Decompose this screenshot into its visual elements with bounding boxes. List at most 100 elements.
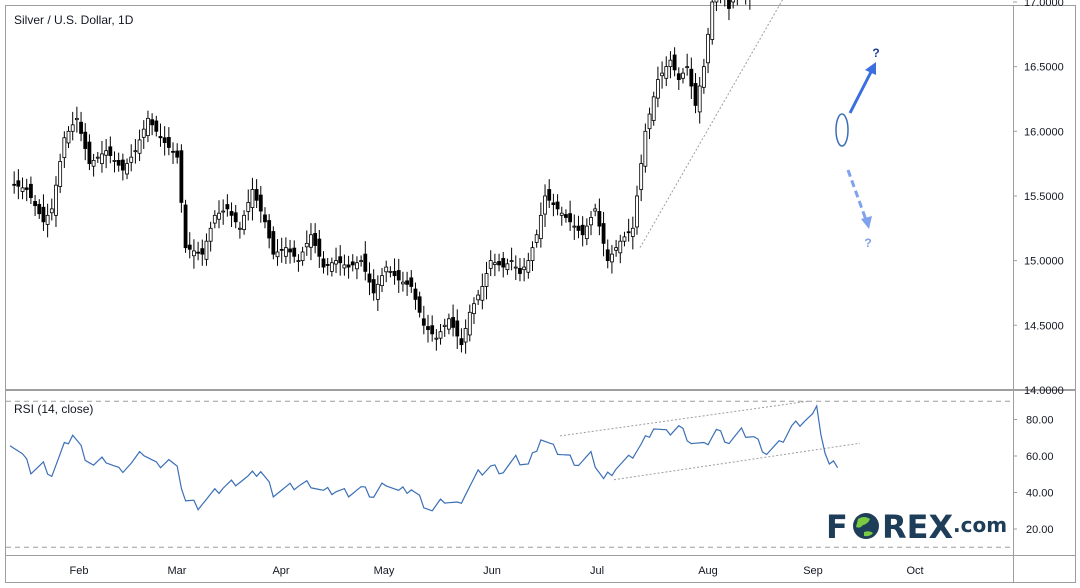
candle-body bbox=[593, 208, 598, 212]
rsi-tick-label: 40.00 bbox=[1026, 488, 1054, 500]
candle-body bbox=[647, 113, 652, 130]
candle-body bbox=[430, 325, 435, 335]
candle-body bbox=[28, 183, 33, 198]
candle-body bbox=[701, 66, 706, 88]
rsi-layer bbox=[6, 400, 1013, 548]
candle-body bbox=[254, 189, 259, 201]
candle-body bbox=[463, 328, 468, 343]
candle-body bbox=[183, 204, 188, 249]
up-arrow-head bbox=[865, 62, 876, 75]
candle-body bbox=[74, 117, 79, 121]
candle-body bbox=[70, 124, 75, 132]
candle-body bbox=[208, 227, 213, 242]
candle-body bbox=[651, 96, 656, 121]
candle-body bbox=[221, 210, 226, 213]
candle-body bbox=[639, 163, 644, 190]
candle-body bbox=[375, 283, 380, 300]
candle-body bbox=[16, 180, 21, 187]
candle-body bbox=[54, 184, 58, 216]
candle-body bbox=[288, 248, 292, 253]
candle-body bbox=[62, 137, 67, 158]
candle-body bbox=[635, 195, 639, 228]
candle-body bbox=[380, 275, 384, 286]
candle-body bbox=[559, 212, 564, 216]
candle-body bbox=[509, 260, 514, 263]
candle-body bbox=[37, 203, 42, 215]
candle-body bbox=[363, 253, 368, 272]
candle-body bbox=[689, 68, 694, 87]
candle-body bbox=[601, 223, 606, 244]
candle-body bbox=[455, 320, 460, 337]
chart-title: Silver / U.S. Dollar, 1D bbox=[14, 13, 134, 27]
candle-body bbox=[246, 202, 251, 212]
candle-body bbox=[409, 277, 414, 287]
candle-body bbox=[501, 258, 506, 268]
candle-body bbox=[618, 240, 623, 254]
logo-suffix: REX bbox=[882, 508, 954, 546]
candle-body bbox=[346, 264, 351, 268]
candle-body bbox=[417, 296, 422, 313]
candle-body bbox=[158, 136, 163, 139]
candle-body bbox=[551, 202, 556, 205]
candle-body bbox=[610, 253, 614, 263]
candle-body bbox=[133, 150, 138, 153]
month-tick-label: Jun bbox=[483, 565, 501, 577]
candle-body bbox=[150, 119, 155, 126]
candle-body bbox=[513, 266, 518, 269]
candle-body bbox=[492, 262, 497, 265]
candle-body bbox=[237, 227, 242, 230]
rsi-tick-label: 60.00 bbox=[1026, 451, 1054, 463]
candle-body bbox=[584, 225, 589, 240]
month-tick-label: Aug bbox=[698, 565, 718, 577]
candle-body bbox=[576, 225, 581, 231]
candle-body bbox=[697, 85, 702, 113]
candle-body bbox=[12, 183, 17, 186]
candle-body bbox=[20, 187, 25, 192]
candle-body bbox=[171, 150, 175, 153]
candle-body bbox=[518, 267, 522, 274]
month-tick-label: May bbox=[374, 565, 395, 577]
candle-body bbox=[484, 273, 489, 287]
candle-body bbox=[192, 250, 196, 257]
candle-body bbox=[543, 195, 547, 215]
candle-body bbox=[392, 270, 397, 277]
price-axis-frame bbox=[1013, 5, 1076, 390]
candle-body bbox=[580, 224, 585, 236]
candle-body bbox=[401, 281, 405, 285]
candle-body bbox=[204, 240, 209, 260]
candle-body bbox=[296, 260, 301, 263]
candle-body bbox=[217, 212, 221, 220]
candle-body bbox=[304, 242, 309, 248]
down-arrow-head bbox=[861, 216, 872, 229]
candle-body bbox=[179, 150, 184, 203]
trendline bbox=[639, 0, 784, 248]
price-tick-label: 17.0000 bbox=[1024, 0, 1064, 9]
candle-body bbox=[681, 72, 685, 79]
candle-body bbox=[83, 131, 88, 149]
candle-body bbox=[279, 248, 284, 251]
price-tick-label: 16.5000 bbox=[1024, 62, 1064, 74]
candle-body bbox=[442, 324, 447, 327]
price-tick-label: 15.5000 bbox=[1024, 191, 1064, 203]
rsi-channel-lower bbox=[613, 442, 861, 481]
candle-body bbox=[120, 159, 125, 171]
candle-body bbox=[242, 214, 246, 230]
candle-body bbox=[472, 303, 476, 315]
candle-body bbox=[434, 337, 439, 340]
logo-globe-icon bbox=[853, 513, 879, 539]
candle-body bbox=[154, 120, 159, 132]
candle-body bbox=[146, 117, 150, 137]
price-tick-label: 14.0000 bbox=[1024, 385, 1064, 397]
candle-body bbox=[267, 220, 272, 239]
candle-body bbox=[58, 161, 63, 187]
candle-body bbox=[95, 156, 100, 159]
candle-body bbox=[656, 79, 660, 99]
annotation-layer: ?? bbox=[835, 46, 880, 250]
candle-body bbox=[49, 208, 54, 214]
candle-body bbox=[413, 288, 418, 300]
down-arrow-shaft bbox=[846, 169, 868, 221]
candle-body bbox=[672, 54, 677, 71]
candle-body bbox=[396, 270, 401, 281]
rsi-title: RSI (14, close) bbox=[14, 402, 93, 416]
month-tick-label: Feb bbox=[70, 565, 89, 577]
